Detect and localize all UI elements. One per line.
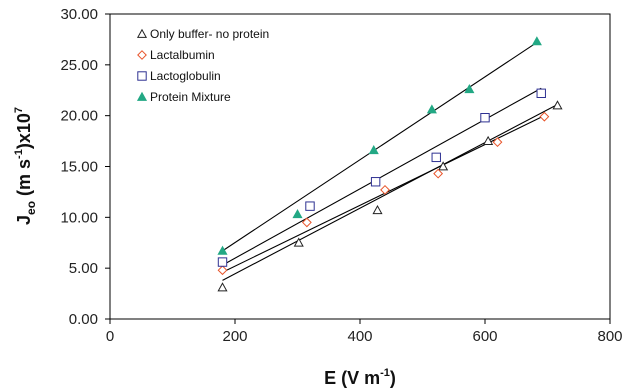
x-tick-label: 600: [472, 328, 497, 345]
y-axis-label-tail: )x10: [14, 113, 34, 149]
data-point: [426, 104, 437, 114]
data-point: [217, 245, 228, 255]
data-point: [305, 201, 315, 211]
legend-marker: [137, 50, 147, 60]
y-axis-label-sup2: 7: [13, 107, 25, 113]
y-axis-label: Jeo (m s-1)x107: [13, 107, 38, 225]
data-point: [372, 204, 383, 215]
y-axis-label-j: J: [14, 215, 34, 225]
data-point: [531, 36, 542, 46]
x-axis-ticks: 0 200 400 600 800: [106, 319, 623, 345]
y-axis-label-sub: eo: [24, 201, 38, 215]
y-tick-label: 15.00: [60, 159, 98, 176]
data-point: [217, 265, 228, 276]
y-axis-label-mid: (m s: [14, 159, 34, 201]
x-axis-label: E (V m-1): [324, 367, 396, 388]
data-point: [483, 135, 494, 145]
data-point: [301, 217, 312, 228]
data-point: [492, 137, 503, 148]
y-tick-label: 25.00: [60, 57, 98, 74]
x-tick-label: 200: [222, 328, 247, 345]
data-point: [380, 184, 390, 195]
x-tick-label: 400: [347, 328, 372, 345]
y-axis-label-sup1: -1: [13, 149, 25, 159]
x-axis-label-sup: -1: [380, 367, 390, 379]
data-point: [536, 88, 546, 98]
fit-lines: [222, 42, 558, 281]
data-point: [433, 168, 444, 179]
data-point: [464, 84, 475, 94]
legend-marker: [136, 91, 148, 101]
fit-line: [222, 42, 538, 252]
legend-marker: [137, 71, 147, 81]
data-point: [539, 111, 550, 122]
y-tick-label: 10.00: [60, 209, 98, 226]
x-axis-label-main: E (V m: [324, 368, 380, 388]
x-tick-label: 0: [106, 328, 114, 345]
y-tick-label: 0.00: [69, 311, 98, 328]
legend-label: Lactoglobulin: [150, 69, 221, 83]
legend: Only buffer- no protein Lactalbumin Lactog…: [136, 27, 269, 104]
y-axis-ticks: 0.00 5.00 10.00 15.00 20.00 25.00 30.00: [60, 6, 110, 328]
data-point: [438, 161, 449, 171]
data-point: [217, 282, 228, 292]
legend-label: Protein Mixture: [150, 90, 231, 104]
legend-marker: [136, 28, 148, 38]
data-point: [480, 113, 490, 123]
data-markers: [217, 36, 563, 292]
fit-line: [222, 87, 542, 266]
legend-label: Only buffer- no protein: [150, 27, 269, 41]
data-point: [552, 100, 563, 110]
data-point: [431, 152, 441, 163]
fit-line: [222, 103, 558, 281]
y-tick-label: 20.00: [60, 108, 98, 125]
data-point: [293, 237, 304, 247]
data-point: [292, 209, 303, 219]
data-point: [368, 145, 379, 155]
y-tick-label: 5.00: [69, 260, 98, 277]
data-point: [217, 257, 228, 267]
legend-label: Lactalbumin: [150, 48, 215, 62]
x-tick-label: 800: [597, 328, 622, 345]
data-point: [370, 177, 381, 187]
y-tick-label: 30.00: [60, 6, 98, 23]
x-axis-label-tail: ): [390, 368, 396, 388]
